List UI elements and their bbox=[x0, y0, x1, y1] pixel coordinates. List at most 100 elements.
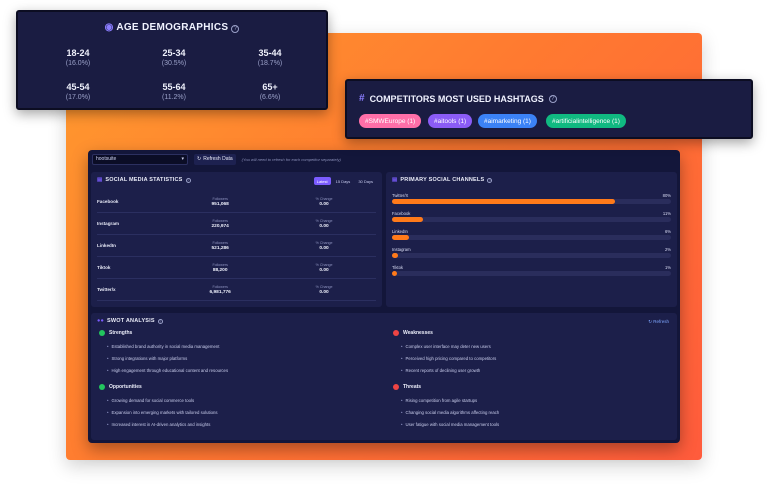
help-icon[interactable]: ? bbox=[231, 25, 240, 33]
followers-value: 521,286 bbox=[211, 245, 229, 251]
swot-item: User fatigue with social media managemen… bbox=[401, 422, 500, 427]
followers-cell: Followers 88,200 bbox=[168, 263, 272, 273]
channel-bar-fill bbox=[392, 199, 616, 204]
age-demographics-title: AGE DEMOGRAPHICS bbox=[116, 22, 229, 33]
change-label: % Change bbox=[315, 262, 333, 267]
channel-row: Tiktok 1% bbox=[392, 265, 671, 283]
swot-item: Strong integrations with major platforms bbox=[107, 356, 188, 361]
refresh-data-label: Refresh Data bbox=[203, 156, 233, 162]
hashtags-card: # COMPETITORS MOST USED HASHTAGS ? #SMWE… bbox=[345, 79, 753, 139]
change-value: 0.00 bbox=[319, 245, 329, 251]
age-group: 55-64 (11.2%) bbox=[134, 82, 214, 101]
change-cell: % Change 0.00 bbox=[272, 219, 376, 229]
competitor-select[interactable]: hootsuite ▾ bbox=[92, 153, 188, 165]
swot-item: Perceived high pricing compared to compe… bbox=[401, 356, 497, 361]
stats-row: Instagram Followers 220,974% Change 0.00 bbox=[97, 213, 376, 235]
channel-percent: 1% bbox=[664, 265, 671, 270]
hashtag-chip[interactable]: #aitools (1) bbox=[428, 114, 473, 128]
toolbar: hootsuite ▾ ↻ Refresh Data (You will nee… bbox=[88, 150, 680, 168]
channel-percent: 11% bbox=[662, 211, 671, 216]
swot-header: ●● SWOT ANALYSIS ? bbox=[97, 318, 163, 324]
stats-row: Twitter/x Followers 6,981,776% Change 0.00 bbox=[97, 279, 376, 301]
channel-row: LinkedIn 6% bbox=[392, 229, 671, 247]
hashtag-chip[interactable]: #SMWEurope (1) bbox=[359, 114, 422, 128]
change-label: % Change bbox=[315, 218, 333, 223]
tab-30-days[interactable]: 30 Days bbox=[358, 178, 373, 184]
change-value: 0.00 bbox=[319, 223, 329, 229]
followers-value: 88,200 bbox=[212, 267, 228, 273]
refresh-data-button[interactable]: ↻ Refresh Data bbox=[194, 153, 236, 165]
swot-strengths-label: Strengths bbox=[109, 330, 133, 336]
age-range: 65+ bbox=[262, 82, 278, 92]
competitor-select-value: hootsuite bbox=[96, 156, 117, 162]
channels-title: PRIMARY SOCIAL CHANNELS bbox=[400, 177, 485, 183]
stats-row: Facebook Followers 951,068% Change 0.00 bbox=[97, 191, 376, 213]
swot-item: Expansion into emerging markets with tai… bbox=[107, 410, 218, 415]
tab-15-days[interactable]: 15 Days bbox=[335, 178, 351, 184]
tab-latest[interactable]: Latest bbox=[313, 177, 331, 185]
age-percent: (6.6%) bbox=[259, 94, 281, 101]
channel-bar-track bbox=[392, 199, 671, 204]
channel-percent: 2% bbox=[664, 247, 671, 252]
followers-value: 951,068 bbox=[211, 201, 229, 207]
age-demographics-header: ◉ AGE DEMOGRAPHICS ? bbox=[18, 22, 326, 33]
hashtag-chip[interactable]: #artificialintelligence (1) bbox=[546, 114, 626, 128]
help-icon[interactable]: ? bbox=[157, 318, 163, 324]
hashtags-title: COMPETITORS MOST USED HASHTAGS bbox=[369, 93, 544, 104]
swot-weaknesses-dot bbox=[393, 330, 399, 336]
stats-row: LinkedIn Followers 521,286% Change 0.00 bbox=[97, 235, 376, 257]
swot-threats-dot bbox=[393, 384, 399, 390]
bar-chart-icon: ▤ bbox=[392, 177, 398, 183]
channel-row: Instagram 2% bbox=[392, 247, 671, 265]
channel-name: Facebook bbox=[392, 211, 411, 216]
change-value: 0.00 bbox=[319, 289, 329, 295]
channels-panel: ▤ PRIMARY SOCIAL CHANNELS ? Twitter/X 80%… bbox=[386, 172, 677, 307]
age-percent: (17.0%) bbox=[65, 94, 91, 101]
stats-row: Tiktok Followers 88,200 % Change 0.00 bbox=[97, 257, 376, 279]
channel-bar-track bbox=[392, 235, 671, 240]
followers-value: 6,981,776 bbox=[209, 289, 231, 295]
swot-refresh-button[interactable]: ↻ Refresh bbox=[648, 319, 669, 325]
help-icon[interactable]: ? bbox=[548, 94, 557, 103]
channel-name: Instagram bbox=[392, 247, 411, 252]
swot-threats-heading: Threats bbox=[393, 384, 421, 390]
age-range: 18-24 bbox=[66, 48, 90, 58]
age-range: 55-64 bbox=[162, 82, 186, 92]
channel-bar-fill bbox=[392, 253, 398, 258]
channel-row: Twitter/X 80% bbox=[392, 193, 671, 211]
channel-bar-track bbox=[392, 217, 671, 222]
platform-name: LinkedIn bbox=[97, 243, 116, 248]
platform-name: Facebook bbox=[97, 199, 119, 204]
swot-panel: ●● SWOT ANALYSIS ? ↻ Refresh Strengths Es… bbox=[91, 313, 677, 440]
followers-cell: Followers 951,068 bbox=[168, 197, 272, 207]
period-tabs: Latest 15 Days 30 Days bbox=[313, 177, 376, 185]
platform-name: Twitter/x bbox=[97, 287, 116, 292]
age-range: 45-54 bbox=[66, 82, 90, 92]
chevron-down-icon: ▾ bbox=[181, 156, 184, 162]
change-value: 0.00 bbox=[319, 267, 329, 273]
age-range: 35-44 bbox=[258, 48, 282, 58]
followers-label: Followers bbox=[212, 196, 228, 201]
age-percent: (16.0%) bbox=[65, 60, 91, 67]
refresh-icon: ↻ bbox=[197, 156, 202, 162]
swot-item: Increased interest in AI-driven analytic… bbox=[107, 422, 211, 427]
channel-name: LinkedIn bbox=[392, 229, 408, 234]
swot-item: Recent reports of declining user growth bbox=[401, 368, 481, 373]
followers-cell: Followers 220,974 bbox=[168, 219, 272, 229]
change-cell: % Change 0.00 bbox=[272, 285, 376, 295]
platform-name: Tiktok bbox=[97, 265, 111, 270]
change-cell: % Change 0.00 bbox=[272, 197, 376, 207]
channel-bar-fill bbox=[392, 271, 398, 276]
refresh-icon: ↻ bbox=[648, 319, 652, 324]
followers-label: Followers bbox=[212, 240, 228, 245]
swot-strengths-dot bbox=[99, 330, 105, 336]
hashtag-chip[interactable]: #aimarketing (1) bbox=[478, 114, 537, 128]
swot-item: High engagement through educational cont… bbox=[107, 368, 229, 373]
age-group: 45-54 (17.0%) bbox=[38, 82, 118, 101]
swot-title: SWOT ANALYSIS bbox=[107, 318, 155, 324]
followers-value: 220,974 bbox=[211, 223, 229, 229]
social-stats-panel: ▤ SOCIAL MEDIA STATISTICS ? Latest 15 Da… bbox=[91, 172, 382, 307]
age-percent: (30.5%) bbox=[161, 60, 187, 67]
help-icon[interactable]: ? bbox=[487, 177, 493, 183]
help-icon[interactable]: ? bbox=[185, 177, 191, 183]
